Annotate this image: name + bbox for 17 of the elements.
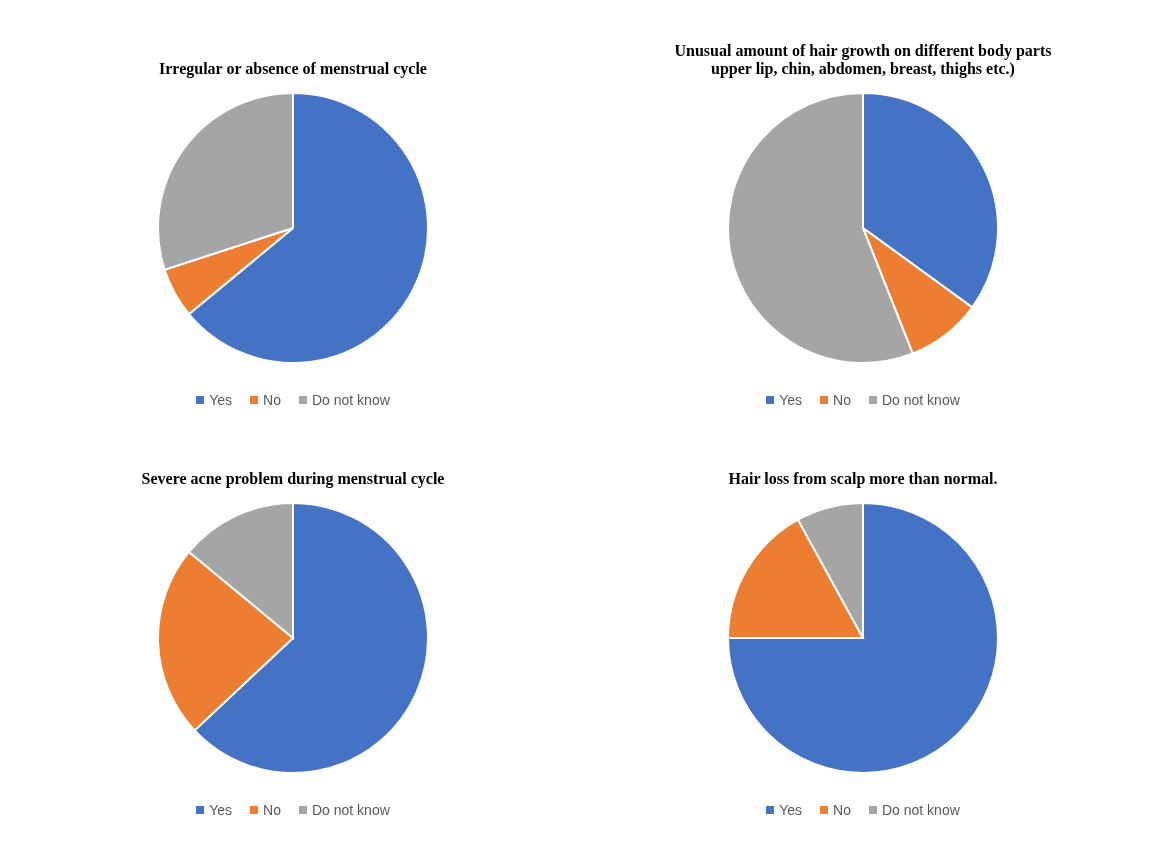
legend-label: Do not know: [881, 392, 960, 408]
chart-title: Irregular or absence of menstrual cycle: [158, 59, 428, 78]
chart-title: Severe acne problem during menstrual cycle: [140, 469, 446, 488]
legend-label: No: [833, 392, 851, 408]
legend-label: No: [263, 392, 281, 408]
pie-slice: [727, 502, 999, 774]
legend-label: Yes: [209, 802, 233, 818]
legend-label: Yes: [209, 392, 233, 408]
chart-title: Hair loss from scalp more than normal.: [727, 469, 999, 488]
legend-label: No: [833, 802, 851, 818]
legend-label: Yes: [779, 392, 803, 408]
legend-label: Do not know: [311, 392, 390, 408]
legend-label: No: [263, 802, 281, 818]
legend-label: Do not know: [311, 802, 390, 818]
legend-label: Yes: [779, 802, 803, 818]
legend-label: Do not know: [881, 802, 960, 818]
chart-title: Unusual amount of hair growth on different body parts upper lip, chin, abdomen, breast, thighs etc.): [673, 41, 1053, 78]
